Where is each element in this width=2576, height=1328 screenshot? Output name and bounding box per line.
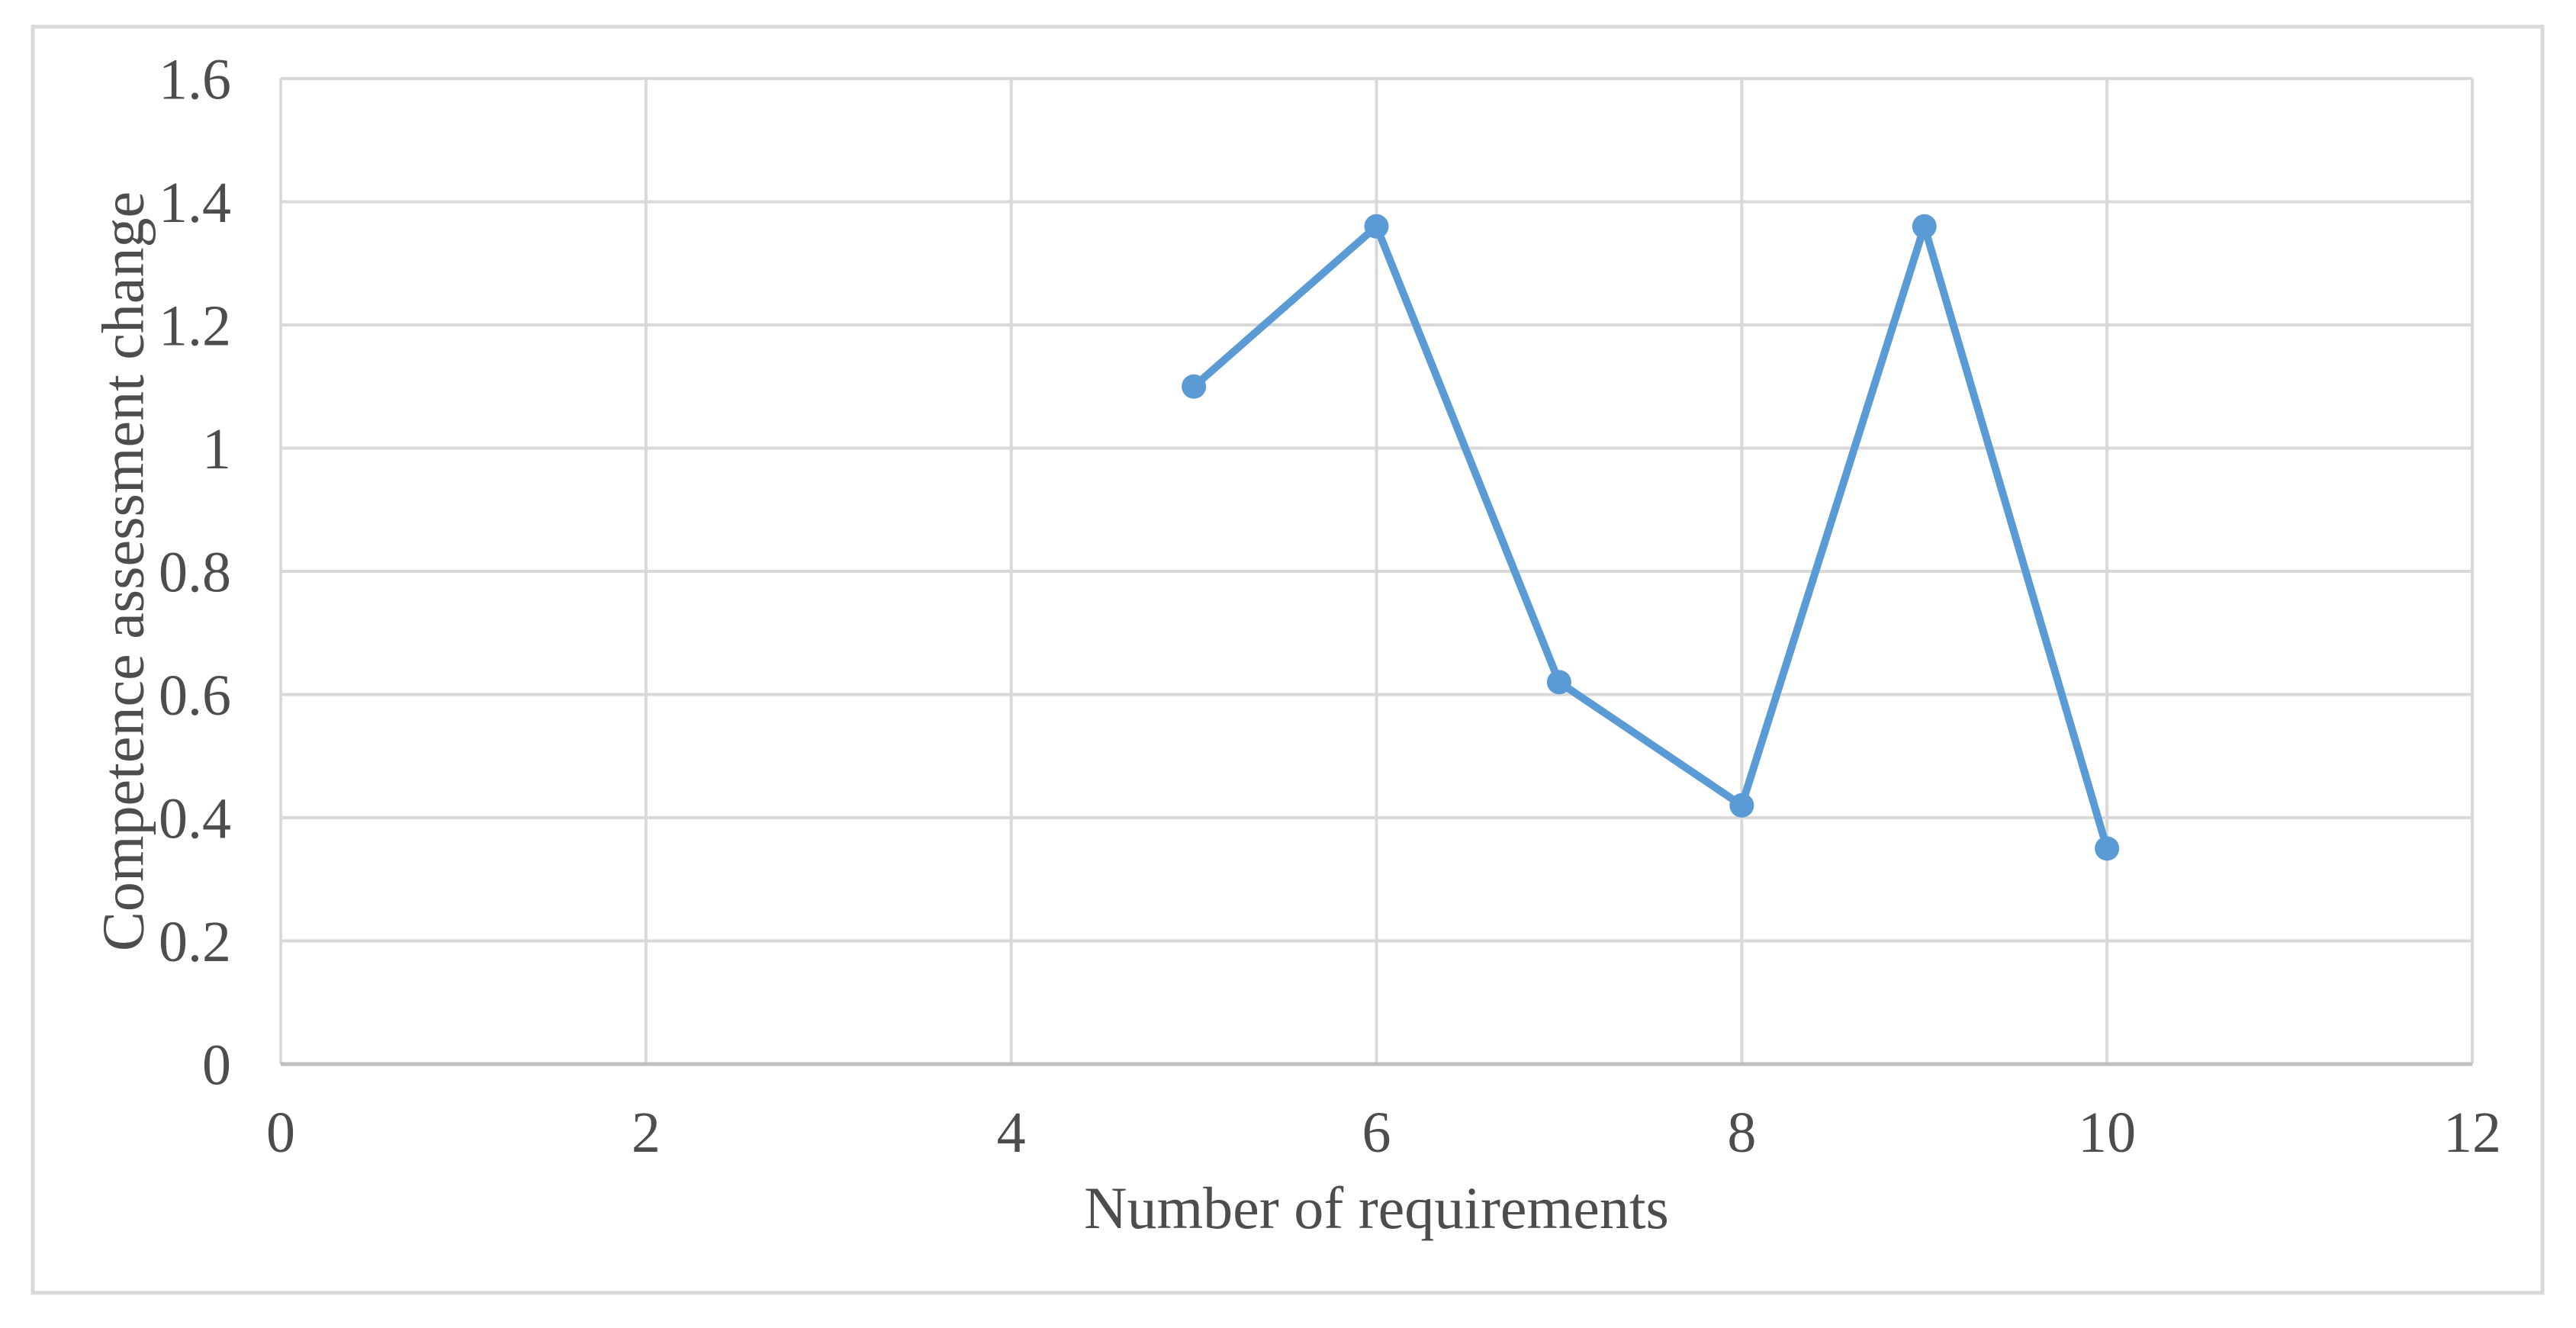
y-tick-label: 1.4 bbox=[159, 171, 231, 235]
x-tick-label: 0 bbox=[266, 1101, 295, 1165]
y-tick-label: 0.4 bbox=[159, 787, 231, 851]
x-tick-label: 6 bbox=[1362, 1101, 1391, 1165]
series-line bbox=[1190, 222, 2111, 853]
y-axis-title: Competence assessment change bbox=[89, 191, 156, 951]
figure-border bbox=[31, 24, 2545, 1295]
x-tick-label: 12 bbox=[2443, 1101, 2501, 1165]
x-tick-label: 4 bbox=[997, 1101, 1026, 1165]
y-tick-label: 0.8 bbox=[159, 541, 231, 605]
data-point bbox=[1546, 670, 1571, 695]
data-point bbox=[1364, 214, 1389, 239]
y-tick-label: 1 bbox=[202, 417, 231, 481]
y-tick-label: 0.2 bbox=[159, 910, 231, 974]
x-tick-label: 10 bbox=[2078, 1101, 2136, 1165]
x-axis-title: Number of requirements bbox=[1084, 1175, 1669, 1241]
y-tick-label: 0.6 bbox=[159, 664, 231, 728]
data-point bbox=[1182, 374, 1207, 399]
y-tick-label: 0 bbox=[202, 1034, 231, 1098]
y-tick-label: 1.6 bbox=[159, 48, 231, 112]
x-tick-label: 2 bbox=[632, 1101, 661, 1165]
data-point bbox=[2095, 836, 2120, 861]
y-tick-label: 1.2 bbox=[159, 294, 231, 359]
x-tick-label: 8 bbox=[1727, 1101, 1756, 1165]
data-point bbox=[1912, 214, 1937, 239]
data-point bbox=[1729, 793, 1754, 818]
